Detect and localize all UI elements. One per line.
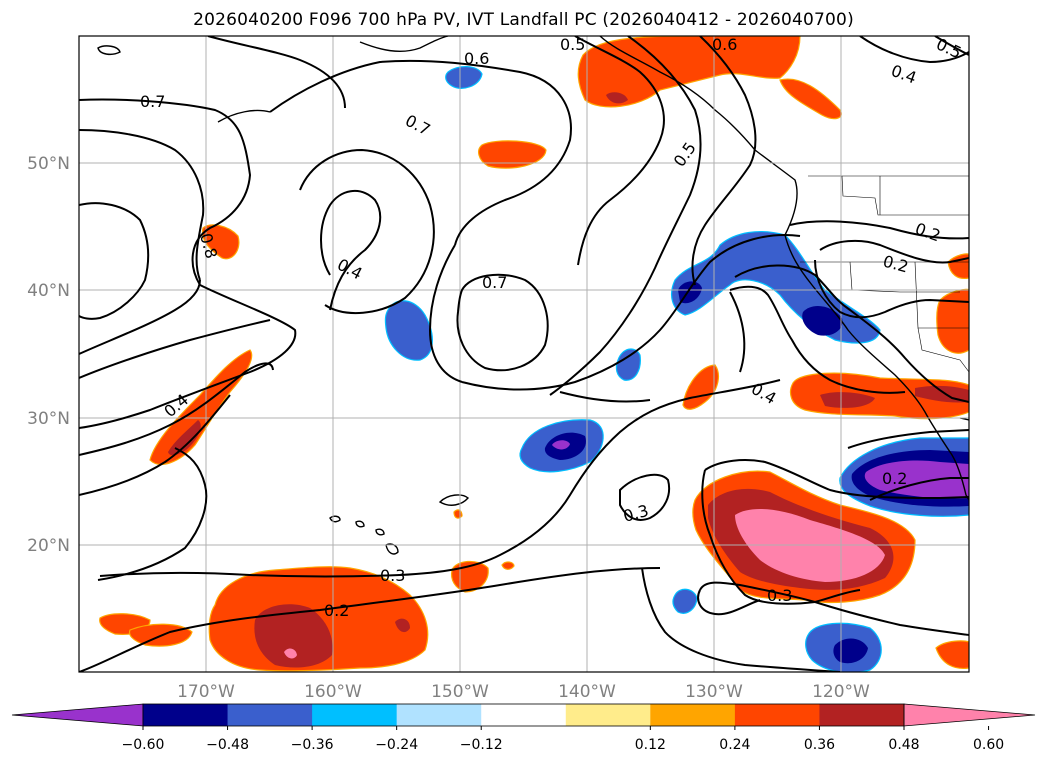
- contour-label: 0.7: [140, 92, 165, 111]
- colorbar-tick-label: −0.48: [206, 737, 249, 753]
- positive-anomaly-coast-north: [779, 78, 842, 120]
- map-frame: [78, 35, 970, 673]
- contour-label: 0.2: [324, 601, 349, 620]
- contour-label: 0.6: [464, 49, 489, 68]
- lon-label: 170°W: [177, 682, 235, 702]
- colorbar-tick-label: 0.24: [719, 737, 750, 753]
- colorbar-cell: [227, 704, 313, 726]
- colorbar-tick-label: 0.60: [973, 737, 1004, 753]
- colorbar-tick-label: 0.36: [804, 737, 835, 753]
- colorbar-tick-label: −0.36: [291, 737, 334, 753]
- map-title: 2026040200 F096 700 hPa PV, IVT Landfall…: [193, 10, 854, 30]
- lat-labels: 50°N 40°N 30°N 20°N: [27, 154, 70, 556]
- colorbar-cell: [650, 704, 736, 726]
- colorbar-cell: [734, 704, 820, 726]
- colorbar-cells: [11, 703, 1036, 727]
- contour-label: 0.7: [482, 273, 507, 292]
- colorbar-cell: [312, 704, 398, 726]
- colorbar-tick-label: 0.48: [888, 737, 919, 753]
- lon-label: 120°W: [812, 682, 870, 702]
- colorbar-cell: [819, 704, 905, 726]
- colorbar-cell: [565, 704, 651, 726]
- colorbar-frame: [142, 703, 905, 727]
- contour-label: 0.3: [767, 586, 792, 605]
- colorbar: −0.60 −0.48 −0.36 −0.24 −0.12 0.12 0.24 0.36 0.4…: [11, 703, 1036, 753]
- lat-label: 20°N: [27, 536, 70, 556]
- lat-label: 30°N: [27, 409, 70, 429]
- contour-label: 0.5: [560, 35, 585, 54]
- negative-anomaly-small-north: [445, 66, 483, 89]
- colorbar-cell: [143, 704, 229, 726]
- colorbar-tick-label: 0.12: [635, 737, 666, 753]
- contour-label: 0.2: [882, 469, 907, 488]
- lon-label: 140°W: [558, 682, 616, 702]
- lon-label: 150°W: [431, 682, 489, 702]
- gridlines: [79, 36, 969, 672]
- contour-label: 0.6: [712, 35, 737, 54]
- lon-label: 160°W: [304, 682, 362, 702]
- colorbar-extend-max: [903, 703, 1036, 727]
- coastlines: [97, 36, 969, 555]
- colorbar-ticks: −0.60 −0.48 −0.36 −0.24 −0.12 0.12 0.24 0.36 0.4…: [122, 726, 1004, 753]
- lon-labels: 170°W 160°W 150°W 140°W 130°W 120°W: [177, 682, 870, 702]
- pv-contours: [79, 36, 969, 672]
- colorbar-cell: [396, 704, 482, 726]
- lat-label: 40°N: [27, 281, 70, 301]
- lon-label: 130°W: [685, 682, 743, 702]
- colorbar-tick-label: −0.24: [375, 737, 418, 753]
- contour-label: 0.3: [380, 566, 405, 585]
- map-area: 0.5 0.6 0.6 0.5 0.4 0.7 0.7 0.5 0.8 0.4 …: [79, 35, 969, 672]
- colorbar-cell: [481, 704, 567, 726]
- colorbar-tick-label: −0.12: [460, 737, 503, 753]
- colorbar-tick-label: −0.60: [122, 737, 165, 753]
- political-borders: [800, 175, 969, 373]
- colorbar-extend-min: [11, 703, 144, 727]
- lat-label: 50°N: [27, 154, 70, 174]
- negative-anomaly-central: [384, 300, 433, 361]
